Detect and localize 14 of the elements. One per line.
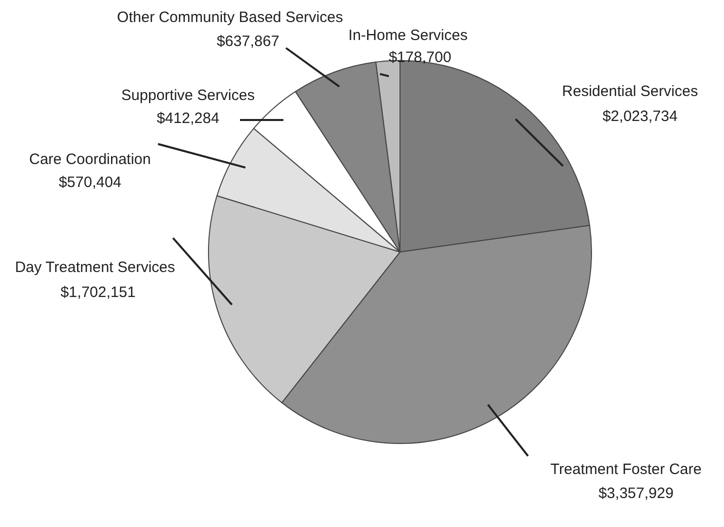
data-label: $412,284 (156, 110, 220, 128)
data-label: $2,023,734 (602, 108, 678, 126)
data-label: $1,702,151 (60, 284, 136, 302)
slice-label: Day Treatment Services (14, 259, 176, 276)
slice-label: Residential Services (562, 83, 698, 100)
slice-label: In-Home Services (348, 27, 468, 44)
slice-label: Supportive Services (121, 87, 255, 104)
data-label: $570,404 (58, 174, 122, 192)
slice-label: Care Coordination (29, 151, 151, 168)
data-label: $637,867 (216, 33, 280, 50)
slice-label: Treatment Foster Care (550, 461, 702, 478)
data-label: $178,700 (388, 49, 452, 66)
slice-label: Other Community Based Services (117, 9, 343, 26)
data-label: $3,357,929 (598, 485, 674, 502)
